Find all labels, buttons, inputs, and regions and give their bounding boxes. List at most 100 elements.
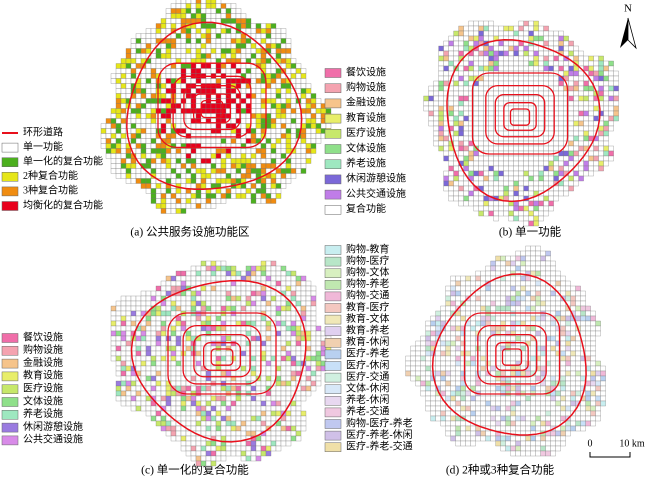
- map-cell: [135, 53, 142, 59]
- map-cell: [540, 385, 546, 392]
- map-cell: [425, 360, 431, 367]
- map-cell: [275, 445, 282, 452]
- map-cell: [473, 195, 479, 202]
- map-cell: [513, 130, 519, 137]
- map-cell: [448, 105, 454, 112]
- map-cell: [275, 385, 282, 392]
- map-cell: [250, 290, 257, 297]
- map-cell: [200, 68, 207, 74]
- map-cell: [613, 80, 619, 87]
- map-cell: [250, 370, 257, 377]
- map-cell: [245, 405, 252, 412]
- map-cell: [598, 85, 604, 92]
- map-cell: [510, 265, 516, 272]
- map-cell: [160, 98, 167, 104]
- map-cell: [210, 43, 217, 49]
- map-cell: [310, 340, 317, 347]
- map-cell: [160, 103, 167, 109]
- map-cell: [190, 78, 197, 84]
- ring-road: [130, 279, 307, 443]
- map-cell: [568, 95, 574, 102]
- map-cell: [608, 75, 614, 82]
- map-cell: [255, 58, 262, 64]
- map-cell: [255, 73, 262, 79]
- map-cell: [495, 435, 501, 442]
- map-cell: [473, 200, 479, 207]
- map-cell: [508, 205, 514, 212]
- map-cell: [470, 415, 476, 422]
- map-cell: [520, 290, 526, 297]
- map-cell: [568, 70, 574, 77]
- map-cell: [145, 38, 152, 44]
- map-cell: [488, 65, 494, 72]
- map-cell: [458, 140, 464, 147]
- map-cell: [310, 310, 317, 317]
- map-cell: [573, 150, 579, 157]
- map-cell: [518, 25, 524, 32]
- map-cell: [440, 305, 446, 312]
- map-cell: [305, 280, 312, 287]
- map-cell: [310, 123, 317, 129]
- ring-road: [192, 93, 232, 124]
- map-cell: [538, 105, 544, 112]
- map-cell: [245, 53, 252, 59]
- map-cell: [230, 118, 237, 124]
- map-cell: [260, 325, 267, 332]
- map-cell: [275, 98, 282, 104]
- ring-road: [183, 85, 241, 131]
- map-cell: [285, 143, 292, 149]
- map-cell: [210, 395, 217, 402]
- map-cell: [548, 80, 554, 87]
- map-cell: [170, 405, 177, 412]
- map-cell: [568, 80, 574, 87]
- map-cell: [448, 45, 454, 52]
- map-cell: [275, 335, 282, 342]
- map-cell: [165, 188, 172, 194]
- map-cell: [280, 173, 287, 179]
- map-cell: [150, 198, 157, 204]
- map-cell: [608, 90, 614, 97]
- map-cell: [135, 33, 142, 39]
- map-cell: [525, 260, 531, 267]
- map-cell: [245, 193, 252, 199]
- map-cell: [493, 200, 499, 207]
- map-cell: [465, 275, 471, 282]
- map-cell: [275, 430, 282, 437]
- map-cell: [160, 370, 167, 377]
- map-cell: [215, 420, 222, 427]
- map-cell: [160, 330, 167, 337]
- map-cell: [245, 425, 252, 432]
- map-cell: [550, 290, 556, 297]
- map-cell: [175, 405, 182, 412]
- map-cell: [310, 138, 317, 144]
- map-cell: [520, 285, 526, 292]
- map-cell: [275, 168, 282, 174]
- map-cell: [488, 45, 494, 52]
- map-cell: [558, 105, 564, 112]
- map-cell: [145, 83, 152, 89]
- map-cell: [255, 265, 262, 272]
- map-cell: [175, 168, 182, 174]
- map-cell: [120, 370, 127, 377]
- map-cell: [230, 300, 237, 307]
- map-cell: [473, 90, 479, 97]
- map-cell: [503, 175, 509, 182]
- map-cell: [285, 330, 292, 337]
- map-cell: [180, 188, 187, 194]
- map-cell: [225, 63, 232, 69]
- map-cell: [563, 35, 569, 42]
- map-cell: [215, 63, 222, 69]
- map-cell: [300, 98, 307, 104]
- map-cell: [465, 365, 471, 372]
- map-cell: [175, 118, 182, 124]
- map-cell: [190, 123, 197, 129]
- map-cell: [220, 405, 227, 412]
- map-cell: [260, 315, 267, 322]
- map-cell: [538, 30, 544, 37]
- map-cell: [583, 165, 589, 172]
- map-cell: [160, 203, 167, 209]
- map-cell: [485, 430, 491, 437]
- map-cell: [160, 88, 167, 94]
- map-cell: [155, 198, 162, 204]
- map-cell: [523, 110, 529, 117]
